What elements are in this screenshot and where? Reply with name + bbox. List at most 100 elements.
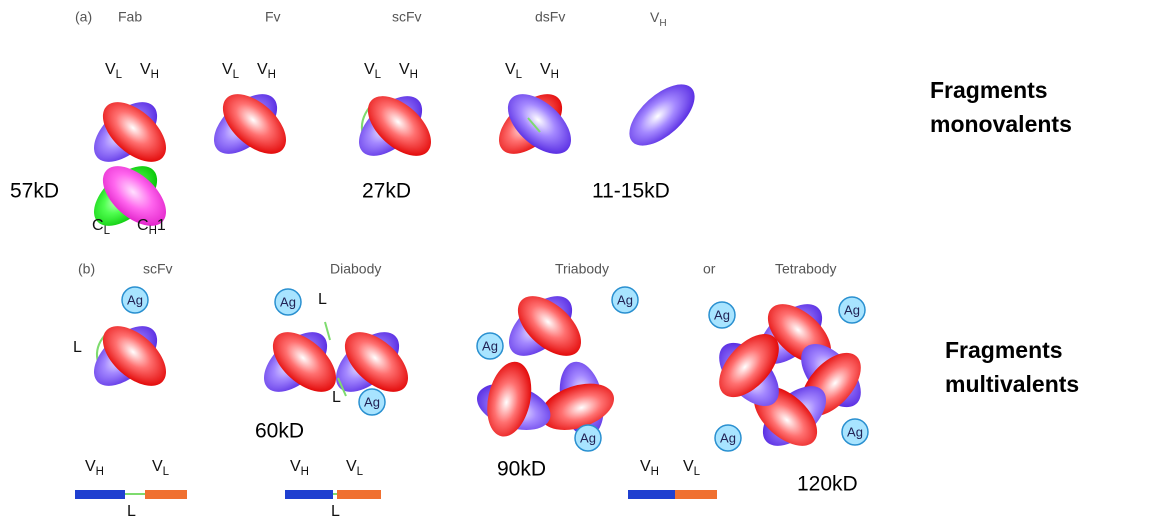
label-main: V [140,61,151,78]
antigen [611,286,639,314]
domain-pair [540,361,615,437]
domain [487,361,532,437]
label-subscript: L [104,225,111,237]
label-main: V [105,61,116,78]
antigen [274,288,302,316]
antigen-label: Ag [844,302,860,317]
fragment-title: or [703,261,716,277]
label-subscript: H [410,69,418,81]
domain [102,166,167,226]
label-main: C [92,217,104,234]
linker-label: L [73,339,82,356]
label-subscript: L [233,69,240,81]
label-subscript: H [151,69,159,81]
label-main: V [364,61,375,78]
domain-pair [213,94,287,154]
antigen [574,424,602,452]
domain [367,96,432,156]
antigen [121,286,149,314]
antigen [841,418,869,446]
domain [344,332,409,392]
linker-label: L [331,503,340,520]
label-subscript: L [694,466,701,478]
fragment-title: Triabody [555,261,609,277]
antigen [838,296,866,324]
molecular-weight: 27kD [362,180,411,203]
label-subscript: H [268,69,276,81]
molecular-weight: 90kD [497,458,546,481]
antigen-label: Ag [847,424,863,439]
category-label: multivalents [945,371,1079,397]
domain-pair [508,296,582,356]
shapes [75,84,869,499]
label-subscript: L [357,466,364,478]
label-main: V [85,458,96,475]
molecular-weight: 11-15kD [592,180,670,203]
fragment-title: Fv [265,9,281,25]
antigen-label: Ag [617,292,633,307]
domain [507,94,572,154]
antigen-label: Ag [127,292,143,307]
label-suffix: 1 [157,217,166,234]
domain-label: CH1 [137,217,166,237]
domain-pair [335,332,409,392]
domain-pair [476,361,551,437]
fragment-title: VH [650,9,667,29]
label-main: V [290,458,301,475]
linker [324,321,331,341]
domain-pair [93,326,167,386]
domain-pair [263,332,337,392]
gene-label: VL [152,458,170,478]
antigen-label: Ag [364,394,380,409]
gene-label: VH [640,458,659,478]
domain [222,94,287,154]
label-main: V [152,458,163,475]
panel-label: (b) [78,261,95,277]
domain-pair [358,96,432,156]
antigen-label: Ag [580,430,596,445]
gene-label: VH [290,458,309,478]
category-label: Fragments [930,77,1048,103]
label-main: V [505,61,516,78]
domain-label: VH [257,61,276,81]
fragment-title: Tetrabody [775,261,836,277]
label-main: C [137,217,149,234]
antigen-label: Ag [280,294,296,309]
label-main: V [222,61,233,78]
gene-segment [337,490,381,499]
domain-pair [498,94,572,154]
domain-label: VL [364,61,382,81]
linker-label: L [318,291,327,308]
fragment-title: dsFv [535,9,565,25]
fragment-title: Diabody [330,261,381,277]
domain [517,296,582,356]
label-subscript: H [651,466,659,478]
fragment-title: scFv [143,261,173,277]
label-main: V [650,9,660,25]
label-main: V [346,458,357,475]
label-main: V [399,61,410,78]
domain-label: CL [92,217,111,237]
molecular-weight: 120kD [797,473,858,496]
domain [272,332,337,392]
category-label: monovalents [930,111,1072,137]
domain-label: VH [140,61,159,81]
domain [719,333,779,398]
label-subscript: H [551,69,559,81]
linker [337,377,347,397]
label-subscript: L [116,69,123,81]
molecular-weight: 57kD [10,180,59,203]
gene-label: VH [85,458,104,478]
domain [102,326,167,386]
label-subscript: H [301,466,309,478]
gene-label: VL [346,458,364,478]
antigen-label: Ag [720,430,736,445]
gene-segment [628,490,675,499]
antigen [714,424,742,452]
fragment-title: Fab [118,9,142,25]
domain-label: VH [540,61,559,81]
label-subscript: H [149,225,157,237]
antigen [358,388,386,416]
linker [527,117,541,133]
